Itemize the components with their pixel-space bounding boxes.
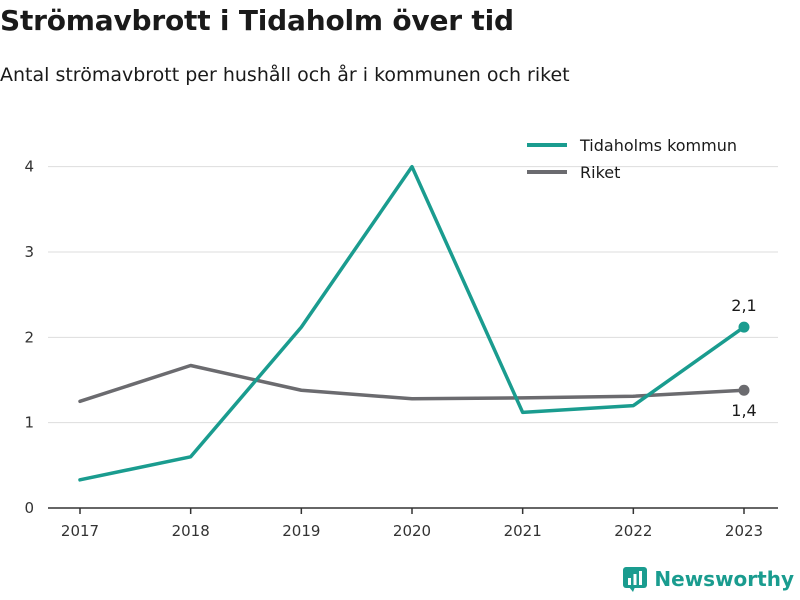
end-label: 1,4 — [731, 401, 756, 420]
y-tick-label: 4 — [24, 158, 34, 176]
series-line — [78, 363, 746, 404]
legend: Tidaholms kommun Riket — [527, 136, 737, 182]
brand-name: Newsworthy — [654, 567, 794, 591]
x-tick-label: 2021 — [504, 522, 542, 540]
end-label: 2,1 — [731, 296, 756, 315]
x-tick-label: 2018 — [172, 522, 210, 540]
y-axis-ticks: 0 1 2 3 4 — [24, 158, 34, 517]
series-line — [78, 164, 746, 482]
gridlines — [48, 166, 778, 424]
newsworthy-logo: Newsworthy — [622, 566, 794, 592]
x-tick-label: 2019 — [282, 522, 320, 540]
series-end-point — [738, 384, 750, 396]
legend-label: Riket — [580, 163, 620, 182]
x-tick-label: 2017 — [61, 522, 99, 540]
x-tick-label: 2022 — [614, 522, 652, 540]
y-tick-label: 1 — [24, 414, 34, 432]
newsworthy-logo-icon — [623, 567, 648, 592]
x-tick-label: 2020 — [393, 522, 431, 540]
y-tick-label: 3 — [24, 243, 34, 261]
legend-label: Tidaholms kommun — [579, 136, 737, 155]
y-tick-label: 0 — [24, 499, 34, 517]
y-tick-label: 2 — [24, 328, 34, 346]
series-lines — [78, 164, 750, 482]
series-end-point — [738, 321, 750, 333]
end-labels: 2,1 1,4 — [731, 296, 756, 420]
chart-subtitle: Antal strömavbrott per hushåll och år i … — [0, 64, 570, 86]
x-axis: 2017 2018 2019 2020 2021 2022 2023 — [48, 507, 778, 540]
x-tick-label: 2023 — [725, 522, 763, 540]
chart-title: Strömavbrott i Tidaholm över tid — [0, 4, 514, 37]
